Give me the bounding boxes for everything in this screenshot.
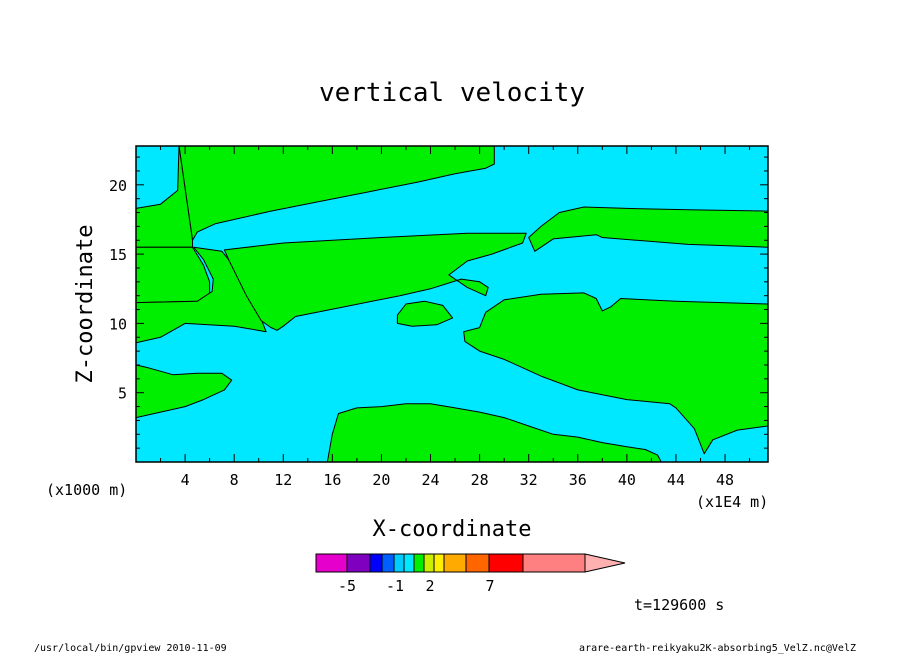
colorbar-segment xyxy=(403,553,415,573)
x-tick-label: 12 xyxy=(274,471,292,489)
colorbar-segment xyxy=(465,553,490,573)
colorbar-segment xyxy=(522,553,586,573)
x-axis-unit-right: (x1E4 m) xyxy=(696,493,768,511)
colorbar-tick-label: -1 xyxy=(386,577,404,595)
colorbar-segment xyxy=(443,553,467,573)
y-axis-label: Z-coordinate xyxy=(73,225,98,384)
x-tick-label: 20 xyxy=(372,471,390,489)
colorbar-segment xyxy=(393,553,405,573)
x-tick-label: 40 xyxy=(618,471,636,489)
x-tick-label: 4 xyxy=(181,471,190,489)
x-tick-label: 48 xyxy=(716,471,734,489)
colorbar-tick-label: 7 xyxy=(485,577,494,595)
colorbar-segment xyxy=(346,553,371,573)
colorbar-tick-label: 2 xyxy=(425,577,434,595)
contour-region-positive-center-band xyxy=(223,232,527,331)
colorbar-segment xyxy=(369,553,383,573)
chart-title: vertical velocity xyxy=(319,78,585,108)
x-tick-label: 8 xyxy=(230,471,239,489)
colorbar: -5 -1 2 7 xyxy=(315,553,626,595)
x-tick-label: 16 xyxy=(323,471,341,489)
colorbar-segment xyxy=(433,553,445,573)
colorbar-segment xyxy=(423,553,435,573)
contour-region-positive-bottom xyxy=(326,403,662,462)
colorbar-tick-label: -5 xyxy=(338,577,356,595)
colorbar-segment xyxy=(381,553,395,573)
time-label: t=129600 s xyxy=(634,596,724,614)
plot-frame xyxy=(135,145,769,463)
x-tick-label: 28 xyxy=(471,471,489,489)
colorbar-segment xyxy=(413,553,425,573)
y-tick-label: 20 xyxy=(109,177,127,195)
colorbar-segment xyxy=(488,553,524,573)
x-tick-label: 32 xyxy=(520,471,538,489)
contour-region-positive-left-lower xyxy=(136,364,233,419)
contour-region-positive-blob xyxy=(396,300,454,327)
x-tick-label: 36 xyxy=(569,471,587,489)
y-tick-label: 5 xyxy=(118,385,127,403)
x-axis-unit-left: (x1000 m) xyxy=(46,481,127,499)
x-axis-label: X-coordinate xyxy=(373,517,532,542)
x-tick-label: 24 xyxy=(421,471,439,489)
contour-region-positive-upper-left xyxy=(178,146,495,241)
footer-right: arare-earth-reikyaku2K-absorbing5_VelZ.n… xyxy=(579,643,856,654)
y-tick-label: 15 xyxy=(109,246,127,264)
y-tick-label: 10 xyxy=(109,315,127,333)
footer-left: /usr/local/bin/gpview 2010-11-09 xyxy=(34,643,227,654)
x-tick-label: 44 xyxy=(667,471,685,489)
contour-region-positive-upper-right xyxy=(528,206,768,252)
contour-region-positive-right-block xyxy=(463,292,768,455)
colorbar-overflow-arrow xyxy=(584,553,626,573)
colorbar-segment xyxy=(315,553,348,573)
